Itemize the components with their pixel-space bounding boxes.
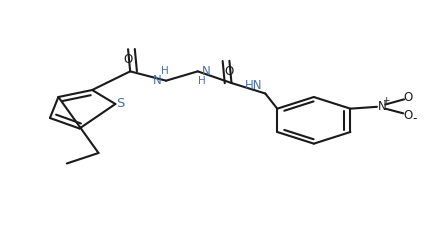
- Text: N: N: [202, 65, 211, 78]
- Text: O: O: [404, 109, 413, 122]
- Text: S: S: [116, 97, 125, 110]
- Text: O: O: [225, 65, 234, 78]
- Text: -: -: [413, 112, 417, 125]
- Text: O: O: [404, 91, 413, 104]
- Text: N: N: [153, 74, 162, 87]
- Text: HN: HN: [244, 79, 262, 92]
- Text: +: +: [382, 96, 390, 105]
- Text: H: H: [198, 76, 206, 86]
- Text: H: H: [162, 66, 169, 76]
- Text: O: O: [123, 53, 133, 66]
- Text: N: N: [378, 100, 386, 113]
